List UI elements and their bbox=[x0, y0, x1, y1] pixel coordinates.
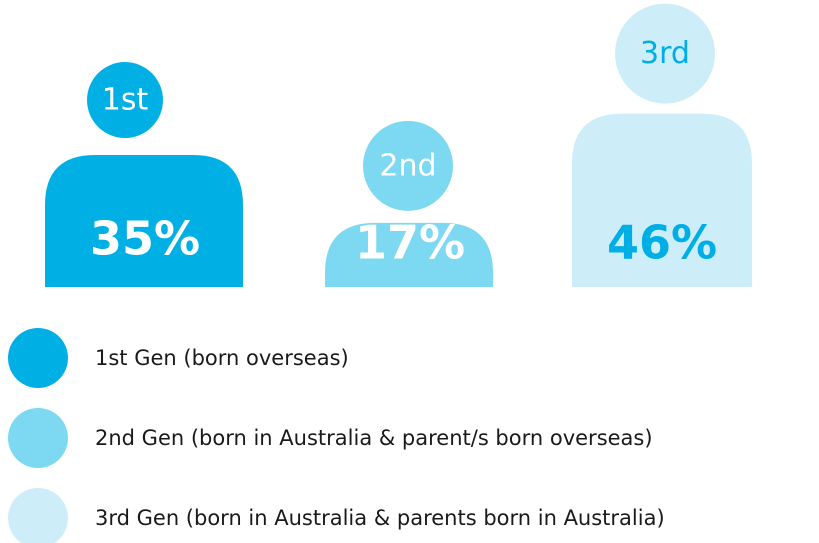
category-label: 3rd bbox=[640, 36, 690, 71]
legend-swatch bbox=[8, 328, 68, 388]
category-label: 1st bbox=[102, 83, 149, 118]
value-label: 17% bbox=[355, 216, 465, 270]
legend-label: 2nd Gen (born in Australia & parent/s bo… bbox=[95, 426, 653, 450]
category-label: 2nd bbox=[379, 148, 436, 183]
legend-label: 3rd Gen (born in Australia & parents bor… bbox=[95, 506, 665, 530]
figure-head bbox=[363, 120, 453, 211]
figure-body bbox=[45, 155, 243, 287]
legend-label: 1st Gen (born overseas) bbox=[95, 346, 349, 370]
figure-body bbox=[572, 113, 752, 287]
value-label: 35% bbox=[90, 212, 200, 266]
figure-head bbox=[615, 3, 715, 104]
value-label: 46% bbox=[607, 216, 717, 270]
legend-swatch bbox=[8, 488, 68, 543]
legend-swatch bbox=[8, 408, 68, 468]
figure-body bbox=[325, 222, 493, 287]
figure-head bbox=[87, 62, 163, 139]
